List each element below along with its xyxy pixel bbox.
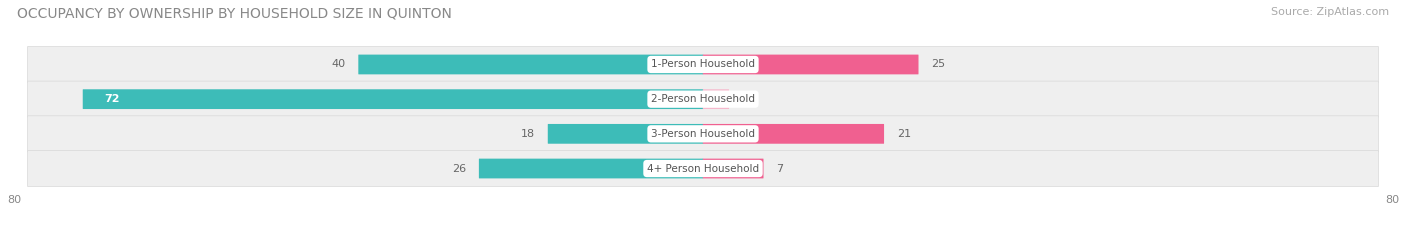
FancyBboxPatch shape: [548, 124, 703, 144]
Text: 72: 72: [104, 94, 120, 104]
FancyBboxPatch shape: [703, 55, 918, 74]
FancyBboxPatch shape: [28, 116, 1378, 152]
Text: 21: 21: [897, 129, 911, 139]
FancyBboxPatch shape: [479, 159, 703, 178]
Text: 40: 40: [332, 59, 346, 69]
FancyBboxPatch shape: [703, 124, 884, 144]
FancyBboxPatch shape: [28, 46, 1378, 82]
FancyBboxPatch shape: [703, 159, 763, 178]
Text: 7: 7: [776, 164, 783, 174]
FancyBboxPatch shape: [28, 151, 1378, 187]
Text: 25: 25: [931, 59, 945, 69]
FancyBboxPatch shape: [28, 81, 1378, 117]
Text: 4+ Person Household: 4+ Person Household: [647, 164, 759, 174]
Text: 0: 0: [742, 94, 749, 104]
Text: 18: 18: [522, 129, 536, 139]
FancyBboxPatch shape: [83, 89, 703, 109]
Text: 3-Person Household: 3-Person Household: [651, 129, 755, 139]
Text: 2-Person Household: 2-Person Household: [651, 94, 755, 104]
Text: 1-Person Household: 1-Person Household: [651, 59, 755, 69]
FancyBboxPatch shape: [703, 89, 730, 109]
Text: Source: ZipAtlas.com: Source: ZipAtlas.com: [1271, 7, 1389, 17]
FancyBboxPatch shape: [359, 55, 703, 74]
Text: 26: 26: [453, 164, 467, 174]
Text: OCCUPANCY BY OWNERSHIP BY HOUSEHOLD SIZE IN QUINTON: OCCUPANCY BY OWNERSHIP BY HOUSEHOLD SIZE…: [17, 7, 451, 21]
